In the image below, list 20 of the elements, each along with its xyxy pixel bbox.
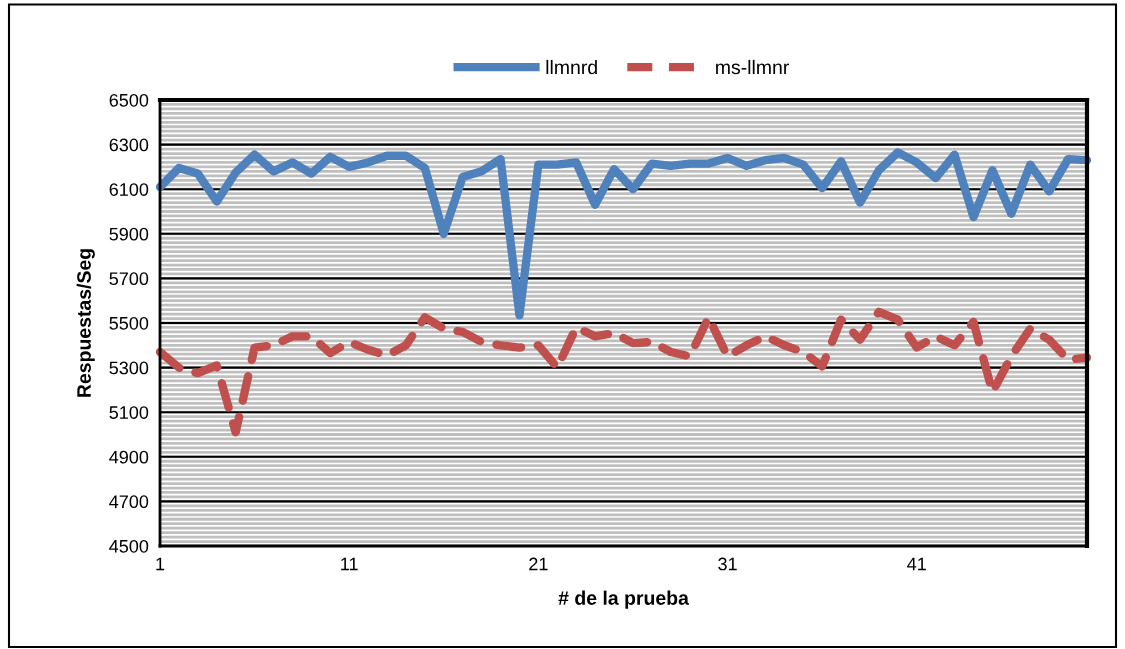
y-tick-label: 5100 — [109, 406, 149, 419]
y-tick-label: 4500 — [109, 539, 149, 553]
x-tick-label: 11 — [341, 557, 358, 571]
y-tick-label: 5500 — [109, 316, 149, 330]
x-tick-label: 31 — [718, 557, 737, 571]
x-tick-label: 21 — [529, 557, 548, 571]
y-tick-label: 5300 — [109, 361, 149, 375]
x-axis-title: # de la prueba — [558, 590, 690, 609]
y-tick-label: 4700 — [109, 495, 149, 509]
y-tick-label: 4900 — [109, 450, 149, 464]
y-tick-label: 5700 — [109, 272, 149, 286]
y-tick-label: 6300 — [109, 138, 149, 152]
legend-label: ms-llmnr — [716, 59, 789, 75]
y-tick-label: 6100 — [109, 183, 149, 196]
legend-label: llmnrd — [546, 59, 597, 75]
y-axis-title: Respuestas/Seg — [76, 249, 95, 397]
x-tick-label: 41 — [907, 557, 926, 571]
y-tick-label: 6500 — [109, 93, 149, 107]
y-tick-label: 5900 — [109, 227, 149, 241]
x-tick-label: 1 — [156, 557, 165, 571]
